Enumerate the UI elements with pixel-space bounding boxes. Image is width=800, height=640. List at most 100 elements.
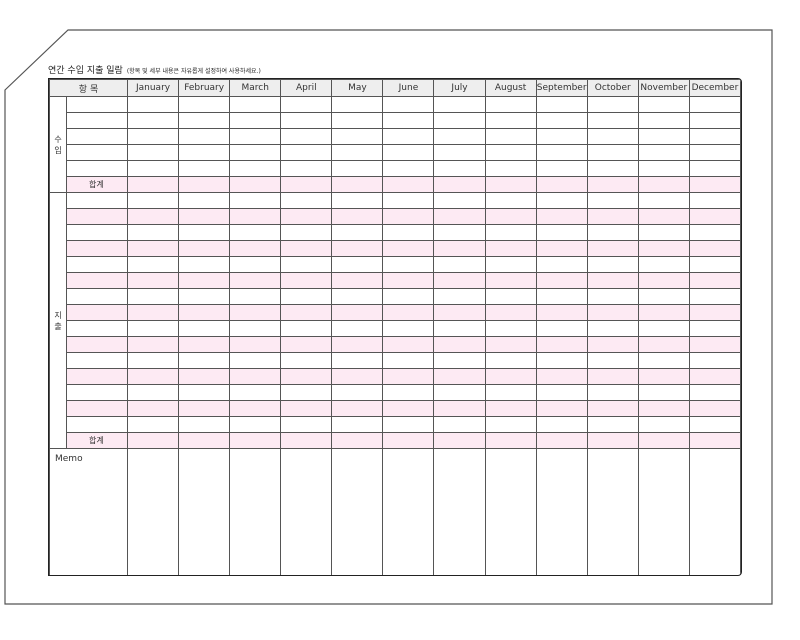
amount-cell[interactable] bbox=[280, 400, 333, 417]
amount-cell[interactable] bbox=[433, 432, 486, 449]
amount-cell[interactable] bbox=[382, 384, 435, 401]
amount-cell[interactable] bbox=[688, 144, 741, 161]
amount-cell[interactable] bbox=[637, 400, 690, 417]
amount-cell[interactable] bbox=[433, 176, 486, 193]
amount-cell[interactable] bbox=[535, 368, 588, 385]
memo-cell[interactable] bbox=[127, 448, 180, 575]
amount-cell[interactable] bbox=[433, 384, 486, 401]
amount-cell[interactable] bbox=[280, 176, 333, 193]
amount-cell[interactable] bbox=[127, 240, 180, 257]
amount-cell[interactable] bbox=[331, 368, 384, 385]
amount-cell[interactable] bbox=[331, 304, 384, 321]
memo-cell[interactable] bbox=[382, 448, 435, 575]
amount-cell[interactable] bbox=[331, 352, 384, 369]
item-cell[interactable] bbox=[65, 112, 129, 129]
amount-cell[interactable] bbox=[535, 416, 588, 433]
amount-cell[interactable] bbox=[382, 224, 435, 241]
amount-cell[interactable] bbox=[637, 160, 690, 177]
amount-cell[interactable] bbox=[586, 208, 639, 225]
item-cell[interactable] bbox=[65, 224, 129, 241]
amount-cell[interactable] bbox=[127, 192, 180, 209]
amount-cell[interactable] bbox=[484, 400, 537, 417]
memo-cell[interactable] bbox=[178, 448, 231, 575]
amount-cell[interactable] bbox=[127, 272, 180, 289]
amount-cell[interactable] bbox=[688, 384, 741, 401]
amount-cell[interactable] bbox=[229, 368, 282, 385]
amount-cell[interactable] bbox=[178, 416, 231, 433]
item-cell[interactable] bbox=[65, 288, 129, 305]
amount-cell[interactable] bbox=[331, 176, 384, 193]
memo-cell[interactable] bbox=[331, 448, 384, 575]
amount-cell[interactable] bbox=[535, 336, 588, 353]
amount-cell[interactable] bbox=[127, 208, 180, 225]
amount-cell[interactable] bbox=[586, 400, 639, 417]
amount-cell[interactable] bbox=[229, 240, 282, 257]
amount-cell[interactable] bbox=[484, 304, 537, 321]
amount-cell[interactable] bbox=[586, 352, 639, 369]
amount-cell[interactable] bbox=[688, 288, 741, 305]
amount-cell[interactable] bbox=[637, 144, 690, 161]
amount-cell[interactable] bbox=[178, 368, 231, 385]
amount-cell[interactable] bbox=[637, 192, 690, 209]
amount-cell[interactable] bbox=[433, 128, 486, 145]
amount-cell[interactable] bbox=[433, 192, 486, 209]
amount-cell[interactable] bbox=[229, 352, 282, 369]
amount-cell[interactable] bbox=[127, 432, 180, 449]
amount-cell[interactable] bbox=[484, 272, 537, 289]
amount-cell[interactable] bbox=[433, 352, 486, 369]
amount-cell[interactable] bbox=[637, 96, 690, 113]
amount-cell[interactable] bbox=[586, 384, 639, 401]
amount-cell[interactable] bbox=[688, 256, 741, 273]
amount-cell[interactable] bbox=[382, 176, 435, 193]
amount-cell[interactable] bbox=[178, 400, 231, 417]
amount-cell[interactable] bbox=[688, 400, 741, 417]
amount-cell[interactable] bbox=[637, 384, 690, 401]
amount-cell[interactable] bbox=[484, 288, 537, 305]
amount-cell[interactable] bbox=[178, 256, 231, 273]
amount-cell[interactable] bbox=[229, 400, 282, 417]
amount-cell[interactable] bbox=[127, 416, 180, 433]
amount-cell[interactable] bbox=[688, 192, 741, 209]
amount-cell[interactable] bbox=[637, 112, 690, 129]
amount-cell[interactable] bbox=[127, 256, 180, 273]
amount-cell[interactable] bbox=[382, 416, 435, 433]
amount-cell[interactable] bbox=[280, 368, 333, 385]
memo-cell[interactable] bbox=[535, 448, 588, 575]
item-cell[interactable] bbox=[65, 304, 129, 321]
amount-cell[interactable] bbox=[484, 224, 537, 241]
item-cell[interactable] bbox=[65, 240, 129, 257]
amount-cell[interactable] bbox=[637, 320, 690, 337]
memo-cell[interactable] bbox=[433, 448, 486, 575]
amount-cell[interactable] bbox=[688, 176, 741, 193]
amount-cell[interactable] bbox=[331, 192, 384, 209]
amount-cell[interactable] bbox=[229, 112, 282, 129]
amount-cell[interactable] bbox=[229, 192, 282, 209]
amount-cell[interactable] bbox=[229, 304, 282, 321]
amount-cell[interactable] bbox=[484, 352, 537, 369]
amount-cell[interactable] bbox=[484, 240, 537, 257]
amount-cell[interactable] bbox=[586, 304, 639, 321]
amount-cell[interactable] bbox=[127, 352, 180, 369]
amount-cell[interactable] bbox=[586, 128, 639, 145]
amount-cell[interactable] bbox=[382, 288, 435, 305]
amount-cell[interactable] bbox=[178, 336, 231, 353]
amount-cell[interactable] bbox=[535, 224, 588, 241]
amount-cell[interactable] bbox=[382, 368, 435, 385]
amount-cell[interactable] bbox=[484, 336, 537, 353]
amount-cell[interactable] bbox=[433, 224, 486, 241]
item-cell[interactable] bbox=[65, 368, 129, 385]
amount-cell[interactable] bbox=[484, 160, 537, 177]
amount-cell[interactable] bbox=[331, 416, 384, 433]
amount-cell[interactable] bbox=[586, 256, 639, 273]
amount-cell[interactable] bbox=[331, 224, 384, 241]
item-cell[interactable] bbox=[65, 208, 129, 225]
amount-cell[interactable] bbox=[586, 416, 639, 433]
item-cell[interactable] bbox=[65, 272, 129, 289]
amount-cell[interactable] bbox=[433, 400, 486, 417]
item-cell[interactable] bbox=[65, 160, 129, 177]
total-label[interactable]: 합계 bbox=[65, 176, 129, 193]
amount-cell[interactable] bbox=[433, 96, 486, 113]
amount-cell[interactable] bbox=[178, 176, 231, 193]
amount-cell[interactable] bbox=[229, 416, 282, 433]
amount-cell[interactable] bbox=[688, 224, 741, 241]
